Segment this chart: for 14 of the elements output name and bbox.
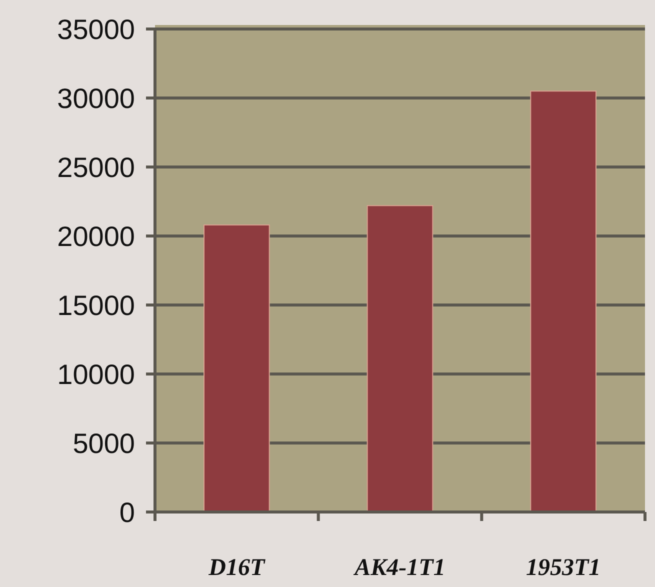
y-tick-label: 30000	[57, 82, 135, 114]
x-tick-label: D16T	[208, 555, 266, 581]
y-tick-label: 5000	[72, 428, 135, 459]
y-tick-label: 15000	[57, 290, 135, 321]
y-tick-label: 35000	[57, 14, 135, 45]
y-tick-label: 25000	[57, 152, 135, 183]
bar	[366, 205, 434, 512]
x-tick-label: 1953T1	[526, 555, 601, 581]
y-tick-label: 0	[119, 496, 135, 528]
bar	[530, 90, 596, 512]
y-tick-label: 20000	[57, 220, 135, 252]
y-tick-label: 10000	[57, 358, 135, 390]
x-tick-label: AK4-1T1	[352, 555, 446, 581]
bar	[204, 224, 270, 512]
